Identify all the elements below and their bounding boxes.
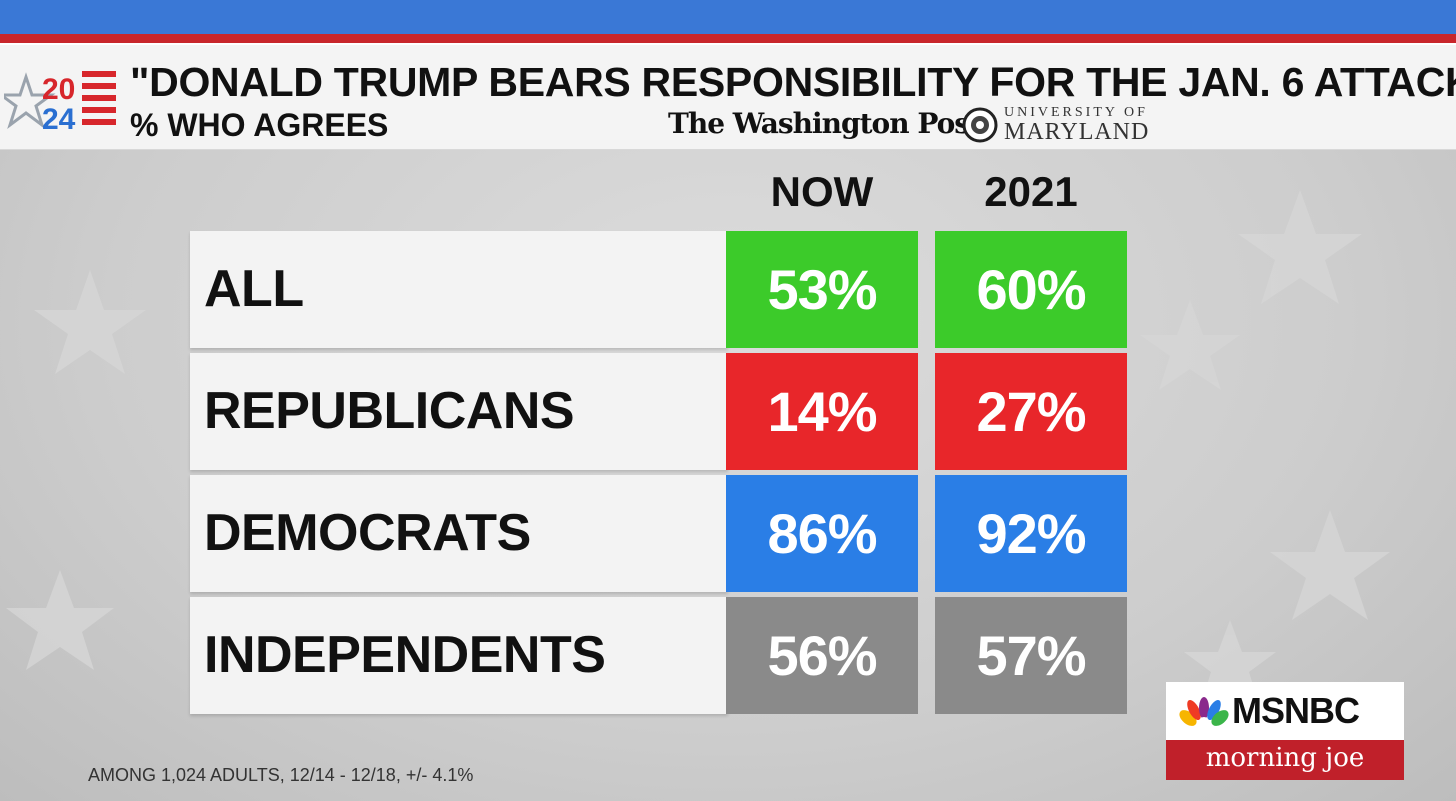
morning-joe-wordmark: morning joe: [1205, 743, 1365, 773]
table-row: ALL: [190, 231, 728, 348]
logo-year-top: 20: [42, 73, 75, 106]
msnbc-logo: MSNBC: [1166, 682, 1404, 740]
value-cell-2021: 57%: [935, 597, 1127, 714]
column-header-2021: 2021: [984, 168, 1078, 215]
election-2024-logo: 20 24: [4, 71, 116, 135]
logo-year-bottom: 24: [42, 103, 76, 135]
morning-joe-logo: morning joe: [1166, 740, 1404, 780]
value-cell-now: 53%: [726, 231, 918, 348]
top-blue-bar: [0, 0, 1456, 34]
value-cell-2021: 27%: [935, 353, 1127, 470]
washington-post-logo: The Washington Post: [668, 107, 982, 140]
table-row: REPUBLICANS: [190, 353, 728, 470]
value-cell-now: 56%: [726, 597, 918, 714]
chart-title: "DONALD TRUMP BEARS RESPONSIBILITY FOR T…: [130, 59, 1456, 105]
value-cell-now: 86%: [726, 475, 918, 592]
row-label: ALL: [204, 260, 304, 318]
row-label: REPUBLICANS: [204, 382, 575, 440]
top-red-stripe: [0, 34, 1456, 45]
msnbc-wordmark: MSNBC: [1232, 690, 1360, 731]
umd-logo-top: UNIVERSITY OF: [1004, 105, 1148, 120]
table-row: INDEPENDENTS: [190, 597, 728, 714]
table-row: DEMOCRATS: [190, 475, 728, 592]
row-label: INDEPENDENTS: [204, 626, 606, 684]
header-panel: 20 24 "DONALD TRUMP BEARS RESPONSIBILITY…: [0, 45, 1456, 150]
chart-subtitle: % WHO AGREES: [130, 107, 389, 143]
background-stars: [6, 190, 1390, 704]
row-label: DEMOCRATS: [204, 504, 531, 562]
value-cell-2021: 92%: [935, 475, 1127, 592]
umd-seal-icon: [962, 107, 998, 143]
footnote: AMONG 1,024 ADULTS, 12/14 - 12/18, +/- 4…: [88, 765, 474, 785]
value-cell-2021: 60%: [935, 231, 1127, 348]
value-cell-now: 14%: [726, 353, 918, 470]
column-header-now: NOW: [770, 168, 874, 215]
umd-logo-bottom: MARYLAND: [1004, 119, 1150, 145]
peacock-icon: [1179, 697, 1229, 727]
